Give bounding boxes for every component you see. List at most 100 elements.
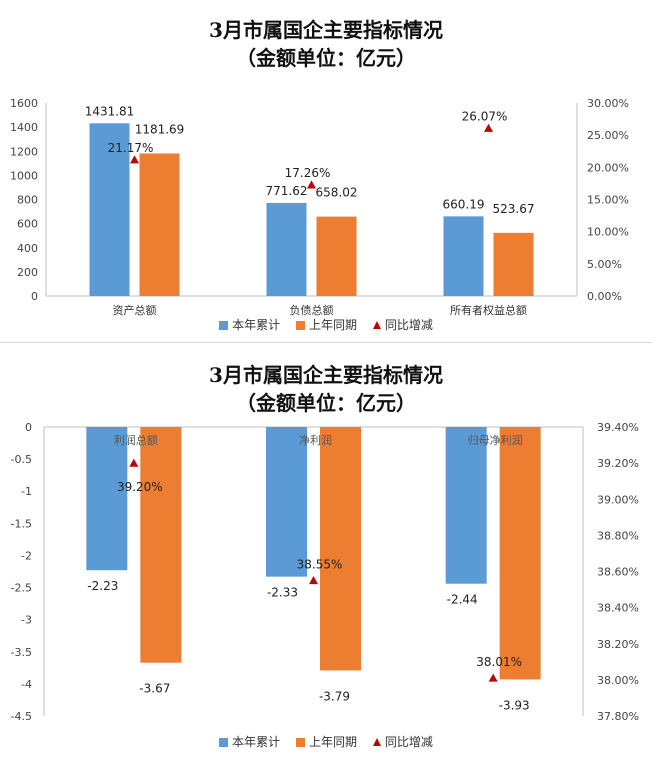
data-label-previous: -3.93 xyxy=(499,698,530,712)
legend-label-current: 本年累计 xyxy=(232,735,281,749)
ratio-marker xyxy=(488,673,498,682)
ratio-marker xyxy=(129,458,139,467)
legend-label-current: 本年累计 xyxy=(232,318,281,332)
data-label-ratio: 26.07% xyxy=(462,109,508,123)
y2-tick-label: 37.80% xyxy=(597,710,639,723)
bar-previous xyxy=(140,427,182,663)
legend-swatch-previous xyxy=(295,321,305,330)
legend-item-ratio: 同比增减 xyxy=(372,316,433,333)
legend-label-ratio: 同比增减 xyxy=(384,318,433,332)
y-tick-label: 400 xyxy=(17,242,38,255)
category-label: 资产总额 xyxy=(113,303,157,317)
y2-tick-label: 10.00% xyxy=(587,226,629,239)
y-tick-label: -2.5 xyxy=(11,582,32,595)
data-label-previous: 523.67 xyxy=(493,202,535,216)
data-label-previous: 1181.69 xyxy=(135,122,185,136)
y-tick-label: -3 xyxy=(21,614,32,627)
y-tick-label: 800 xyxy=(17,194,38,207)
data-label-current: -2.23 xyxy=(87,579,118,593)
y2-tick-label: 39.00% xyxy=(597,493,639,506)
y-tick-label: 1200 xyxy=(10,145,38,158)
y2-tick-label: 38.60% xyxy=(597,566,639,579)
bar-current xyxy=(266,202,307,296)
chart-balance-svg: 0 200 400 600 800 1000 1200 1400 1600 0.00% 5.00% 1… xyxy=(10,97,629,317)
y-tick-label: -1 xyxy=(21,485,32,498)
bar-current xyxy=(86,427,128,571)
y-tick-label: -4.5 xyxy=(11,710,32,723)
category-label: 归母净利润 xyxy=(468,433,523,447)
data-label-ratio: 38.01% xyxy=(476,655,522,669)
y2-tick-label: 0.00% xyxy=(587,290,622,303)
y-tick-label: -2 xyxy=(21,549,32,562)
y2-tick-label: 38.00% xyxy=(597,674,639,687)
data-label-current: 1431.81 xyxy=(85,104,135,118)
data-label-previous: -3.67 xyxy=(139,682,170,696)
legend-label-previous: 上年同期 xyxy=(308,735,357,749)
category-label: 负债总额 xyxy=(290,303,334,317)
legend-item-current: 本年累计 xyxy=(219,733,280,750)
y2-tick-label: 15.00% xyxy=(587,194,629,207)
y-tick-label: 1000 xyxy=(10,169,38,182)
ratio-marker xyxy=(309,576,318,585)
legend: 本年累计 上年同期 同比增减 xyxy=(0,316,652,333)
data-label-previous: 658.02 xyxy=(316,186,358,200)
category-label: 所有者权益总额 xyxy=(450,303,527,317)
chart-subtitle: （金额单位：亿元） xyxy=(236,391,416,415)
bar-previous xyxy=(320,427,361,671)
data-label-ratio: 38.55% xyxy=(297,558,343,572)
bar-current xyxy=(89,123,130,296)
bar-previous xyxy=(139,153,180,296)
ratio-marker xyxy=(484,123,493,132)
legend-item-previous: 上年同期 xyxy=(295,316,357,333)
data-label-current: 660.19 xyxy=(443,197,485,211)
legend-label-ratio: 同比增减 xyxy=(384,735,433,749)
y-tick-label: 200 xyxy=(17,266,38,279)
y2-tick-label: 25.00% xyxy=(587,129,629,142)
data-label-current: -2.44 xyxy=(447,593,478,607)
y-tick-label: 0 xyxy=(25,421,32,434)
y2-tick-label: 39.40% xyxy=(597,421,639,434)
legend-item-ratio: 同比增减 xyxy=(372,733,433,750)
category-label: 净利润 xyxy=(299,433,332,447)
y-tick-label: 0 xyxy=(31,290,38,303)
y-tick-label: 1400 xyxy=(10,121,38,134)
legend-swatch-current xyxy=(219,738,229,747)
chart-title: 3月市属国企主要指标情况 xyxy=(209,18,443,42)
chart-subtitle: （金额单位：亿元） xyxy=(236,46,416,70)
category-label: 利润总额 xyxy=(114,433,158,447)
data-label-current: 771.62 xyxy=(266,184,308,198)
legend-item-previous: 上年同期 xyxy=(295,733,357,750)
data-label-previous: -3.79 xyxy=(319,689,350,703)
data-label-current: -2.33 xyxy=(267,586,298,600)
y-tick-label: -1.5 xyxy=(11,517,32,530)
legend-label-previous: 上年同期 xyxy=(308,318,357,332)
y-tick-label: -0.5 xyxy=(11,453,32,466)
y2-tick-label: 20.00% xyxy=(587,161,629,174)
y2-tick-label: 5.00% xyxy=(587,258,622,271)
data-label-ratio: 39.20% xyxy=(117,480,163,494)
bar-current xyxy=(443,216,484,296)
bar-current xyxy=(266,427,307,577)
legend-swatch-current xyxy=(219,321,229,330)
bar-previous xyxy=(316,216,357,296)
chart-panel-profit: 3月市属国企主要指标情况 （金额单位：亿元） 0 -0.5 -1 -1.5 -2 -2.5… xyxy=(0,342,652,761)
legend-swatch-previous xyxy=(295,738,305,747)
bar-previous xyxy=(493,232,534,296)
legend-triangle-icon xyxy=(372,738,381,746)
bar-current xyxy=(445,427,487,584)
chart-profit-svg: 0 -0.5 -1 -1.5 -2 -2.5 -3 -3.5 -4 -4.5 39.40% 39.20… xyxy=(11,421,639,723)
chart-panel-balance: 3月市属国企主要指标情况 （金额单位：亿元） 0 200 400 600 800 1000… xyxy=(0,0,652,336)
y2-tick-label: 39.20% xyxy=(597,457,639,470)
legend-item-current: 本年累计 xyxy=(219,316,280,333)
legend: 本年累计 上年同期 同比增减 xyxy=(0,733,652,750)
y2-tick-label: 38.40% xyxy=(597,602,639,615)
chart-title: 3月市属国企主要指标情况 xyxy=(209,363,443,387)
legend-triangle-icon xyxy=(372,321,381,329)
y2-tick-label: 38.80% xyxy=(597,529,639,542)
data-label-ratio: 17.26% xyxy=(285,166,331,180)
y-tick-label: 1600 xyxy=(10,97,38,110)
y-tick-label: -3.5 xyxy=(11,646,32,659)
ratio-marker xyxy=(130,155,139,164)
y2-tick-label: 38.20% xyxy=(597,638,639,651)
ratio-marker xyxy=(307,180,316,189)
